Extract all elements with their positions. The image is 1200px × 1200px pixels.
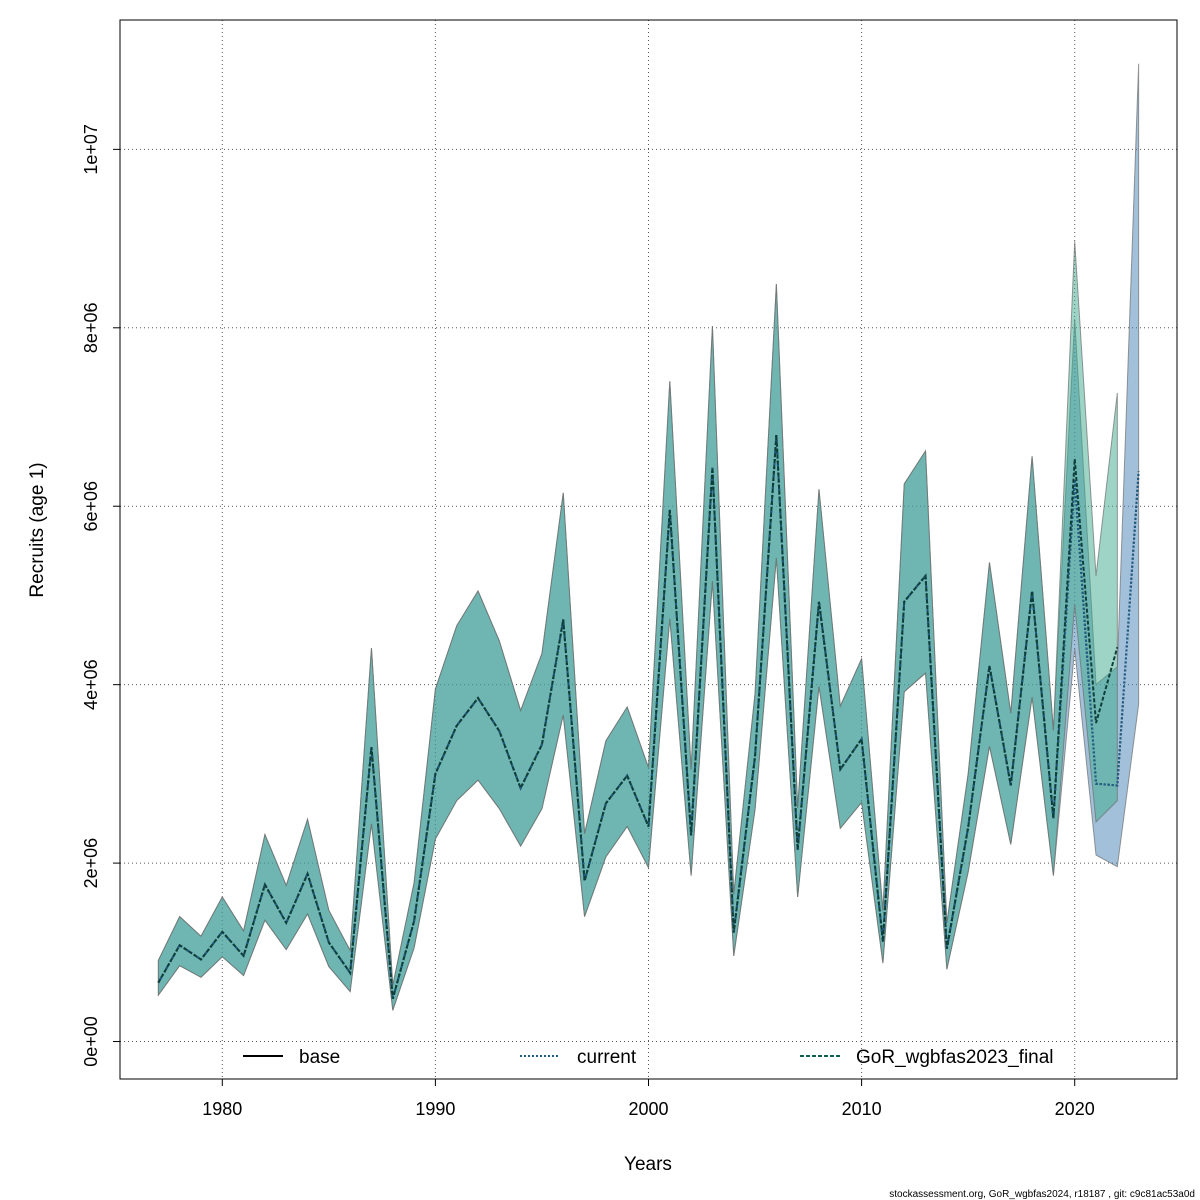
x-tick-label: 2020 [1055, 1099, 1095, 1119]
y-tick-label: 2e+06 [81, 838, 101, 889]
y-tick-label: 1e+07 [81, 124, 101, 175]
series-lines [157, 434, 1140, 999]
x-tick-label: 1980 [202, 1099, 242, 1119]
x-tick-label: 2000 [628, 1099, 668, 1119]
y-tick-label: 4e+06 [81, 659, 101, 710]
x-axis-label: Years [624, 1154, 672, 1175]
confidence-band-gor [157, 241, 1118, 1011]
legend-label-gor: GoR_wgbfas2023_final [856, 1047, 1054, 1068]
y-axis-label: Recruits (age 1) [27, 462, 48, 597]
y-tick-label: 8e+06 [81, 303, 101, 354]
x-tick-label: 2010 [842, 1099, 882, 1119]
legend: base current GoR_wgbfas2023_final [243, 1047, 1054, 1068]
y-tick-label: 0e+00 [81, 1016, 101, 1067]
x-axis: 1980 1990 2000 2010 2020 [202, 1079, 1095, 1119]
x-tick-label: 1990 [415, 1099, 455, 1119]
y-tick-label: 6e+06 [81, 481, 101, 532]
series-line-gor-wgbfas2023-final [157, 434, 1119, 999]
legend-label-current: current [577, 1047, 637, 1068]
confidence-bands [157, 63, 1140, 1011]
legend-label-base: base [299, 1047, 340, 1068]
y-axis: 0e+00 2e+06 4e+06 6e+06 8e+06 1e+07 [81, 124, 120, 1067]
footer-note: stockassessment.org, GoR_wgbfas2024, r18… [889, 1189, 1195, 1200]
